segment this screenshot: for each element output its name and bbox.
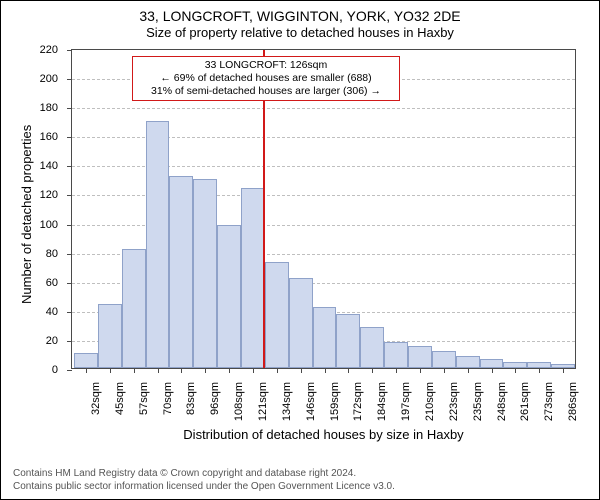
x-tick-label: 172sqm: [352, 382, 364, 421]
x-axis-label: Distribution of detached houses by size …: [71, 427, 576, 442]
y-tick-mark: [67, 283, 72, 284]
x-tick-mark: [372, 368, 373, 373]
y-tick-mark: [67, 312, 72, 313]
histogram-bar: [384, 342, 408, 368]
histogram-bar: [360, 327, 384, 368]
y-axis-label: Number of detached properties: [19, 125, 34, 304]
y-tick-label: 100: [40, 219, 58, 231]
chart-title-line2: Size of property relative to detached ho…: [1, 25, 599, 40]
y-tick-mark: [67, 166, 72, 167]
y-tick-label: 160: [40, 131, 58, 143]
x-tick-mark: [134, 368, 135, 373]
x-tick-mark: [348, 368, 349, 373]
gridline: [72, 108, 575, 109]
x-tick-label: 96sqm: [209, 382, 221, 415]
histogram-bar: [74, 353, 98, 368]
y-tick-label: 220: [40, 44, 58, 56]
y-tick-label: 0: [52, 364, 58, 376]
x-tick-label: 210sqm: [424, 382, 436, 421]
x-tick-mark: [468, 368, 469, 373]
x-tick-mark: [396, 368, 397, 373]
y-tick-label: 180: [40, 102, 58, 114]
y-tick-label: 40: [46, 306, 58, 318]
histogram-bar: [217, 225, 241, 368]
footer-line1: Contains HM Land Registry data © Crown c…: [13, 467, 395, 480]
y-tick-mark: [67, 225, 72, 226]
histogram-bar: [408, 346, 432, 368]
x-tick-label: 121sqm: [257, 382, 269, 421]
y-tick-mark: [67, 341, 72, 342]
histogram-bar: [432, 351, 456, 368]
x-tick-mark: [158, 368, 159, 373]
x-tick-mark: [539, 368, 540, 373]
y-tick-label: 60: [46, 277, 58, 289]
histogram-bar: [313, 307, 337, 368]
histogram-bar: [480, 359, 504, 368]
x-tick-mark: [229, 368, 230, 373]
histogram-bar: [336, 314, 360, 368]
x-tick-label: 57sqm: [138, 382, 150, 415]
histogram-bar: [193, 179, 217, 368]
y-tick-mark: [67, 79, 72, 80]
y-tick-label: 20: [46, 335, 58, 347]
x-tick-mark: [110, 368, 111, 373]
histogram-bar: [146, 121, 170, 368]
x-tick-mark: [515, 368, 516, 373]
histogram-bar: [241, 188, 265, 368]
info-box-line3: 31% of semi-detached houses are larger (…: [137, 85, 395, 98]
x-tick-label: 83sqm: [185, 382, 197, 415]
info-box-line2: ← 69% of detached houses are smaller (68…: [137, 72, 395, 85]
x-tick-mark: [420, 368, 421, 373]
y-tick-mark: [67, 195, 72, 196]
histogram-bar: [265, 262, 289, 368]
x-tick-label: 159sqm: [329, 382, 341, 421]
x-tick-mark: [277, 368, 278, 373]
histogram-bar: [289, 278, 313, 368]
x-tick-label: 146sqm: [305, 382, 317, 421]
x-tick-mark: [253, 368, 254, 373]
y-tick-label: 80: [46, 248, 58, 260]
y-tick-mark: [67, 50, 72, 51]
y-tick-label: 120: [40, 189, 58, 201]
x-tick-label: 235sqm: [472, 382, 484, 421]
x-tick-label: 32sqm: [90, 382, 102, 415]
histogram-bar: [456, 356, 480, 368]
y-tick-mark: [67, 254, 72, 255]
x-tick-label: 108sqm: [233, 382, 245, 421]
x-tick-mark: [492, 368, 493, 373]
x-tick-label: 70sqm: [162, 382, 174, 415]
info-box: 33 LONGCROFT: 126sqm← 69% of detached ho…: [132, 56, 400, 101]
x-tick-label: 286sqm: [567, 382, 579, 421]
x-tick-label: 184sqm: [376, 382, 388, 421]
y-tick-mark: [67, 137, 72, 138]
x-tick-label: 134sqm: [281, 382, 293, 421]
x-tick-label: 197sqm: [400, 382, 412, 421]
histogram-bar: [98, 304, 122, 368]
x-tick-mark: [181, 368, 182, 373]
x-tick-mark: [563, 368, 564, 373]
x-tick-label: 45sqm: [114, 382, 126, 415]
footer-text: Contains HM Land Registry data © Crown c…: [13, 467, 395, 493]
plot-area: 33 LONGCROFT: 126sqm← 69% of detached ho…: [71, 49, 576, 369]
info-box-line1: 33 LONGCROFT: 126sqm: [137, 59, 395, 72]
y-tick-mark: [67, 108, 72, 109]
y-tick-label: 140: [40, 160, 58, 172]
x-tick-label: 273sqm: [543, 382, 555, 421]
chart-title-line1: 33, LONGCROFT, WIGGINTON, YORK, YO32 2DE: [1, 7, 599, 25]
histogram-bar: [169, 176, 193, 368]
y-tick-label: 200: [40, 73, 58, 85]
x-tick-mark: [86, 368, 87, 373]
x-tick-mark: [205, 368, 206, 373]
x-tick-label: 261sqm: [519, 382, 531, 421]
chart-container: { "chart": { "type": "histogram", "title…: [0, 0, 600, 500]
y-tick-mark: [67, 370, 72, 371]
x-tick-mark: [444, 368, 445, 373]
footer-line2: Contains public sector information licen…: [13, 480, 395, 493]
x-tick-mark: [325, 368, 326, 373]
x-tick-label: 223sqm: [448, 382, 460, 421]
x-tick-mark: [301, 368, 302, 373]
x-tick-label: 248sqm: [496, 382, 508, 421]
histogram-bar: [122, 249, 146, 368]
